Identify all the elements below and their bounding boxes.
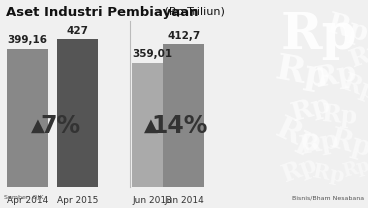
Bar <box>7 49 48 187</box>
Text: 7%: 7% <box>40 114 81 138</box>
Text: Rp: Rp <box>341 157 368 181</box>
Text: Apr 2014: Apr 2014 <box>7 196 48 204</box>
Text: ▲: ▲ <box>144 117 158 135</box>
Text: Rp: Rp <box>280 11 357 60</box>
Text: 427: 427 <box>67 26 89 36</box>
Text: Rp: Rp <box>321 102 359 129</box>
Text: Sumber: OJK: Sumber: OJK <box>4 195 43 200</box>
Text: 399,16: 399,16 <box>7 36 47 46</box>
Text: Rp: Rp <box>314 59 360 93</box>
Text: Rp: Rp <box>311 161 346 186</box>
Text: Rp: Rp <box>272 51 333 94</box>
Text: (Rp Triliun): (Rp Triliun) <box>161 7 225 17</box>
Bar <box>57 39 98 187</box>
Text: 412,7: 412,7 <box>167 31 201 41</box>
Text: ▲: ▲ <box>31 117 45 135</box>
Text: Rp: Rp <box>347 37 368 72</box>
Text: Rp: Rp <box>298 127 342 159</box>
Text: Rp: Rp <box>270 113 326 161</box>
Text: 14%: 14% <box>152 114 208 138</box>
Bar <box>131 63 173 187</box>
Text: Aset Industri Pembiayaan: Aset Industri Pembiayaan <box>6 6 199 19</box>
Text: Bisnis/Bham Nesabana: Bisnis/Bham Nesabana <box>292 195 364 200</box>
Bar <box>163 44 204 187</box>
Text: Rp: Rp <box>324 11 368 48</box>
Text: Rp: Rp <box>288 91 333 126</box>
Text: Rp: Rp <box>339 71 368 106</box>
Text: Apr 2015: Apr 2015 <box>57 196 99 204</box>
Text: Jun 2013: Jun 2013 <box>132 196 172 204</box>
Text: Jun 2014: Jun 2014 <box>164 196 204 204</box>
Text: 359,01: 359,01 <box>132 50 172 59</box>
Text: Rp: Rp <box>327 126 368 163</box>
Text: Rp: Rp <box>278 152 321 187</box>
